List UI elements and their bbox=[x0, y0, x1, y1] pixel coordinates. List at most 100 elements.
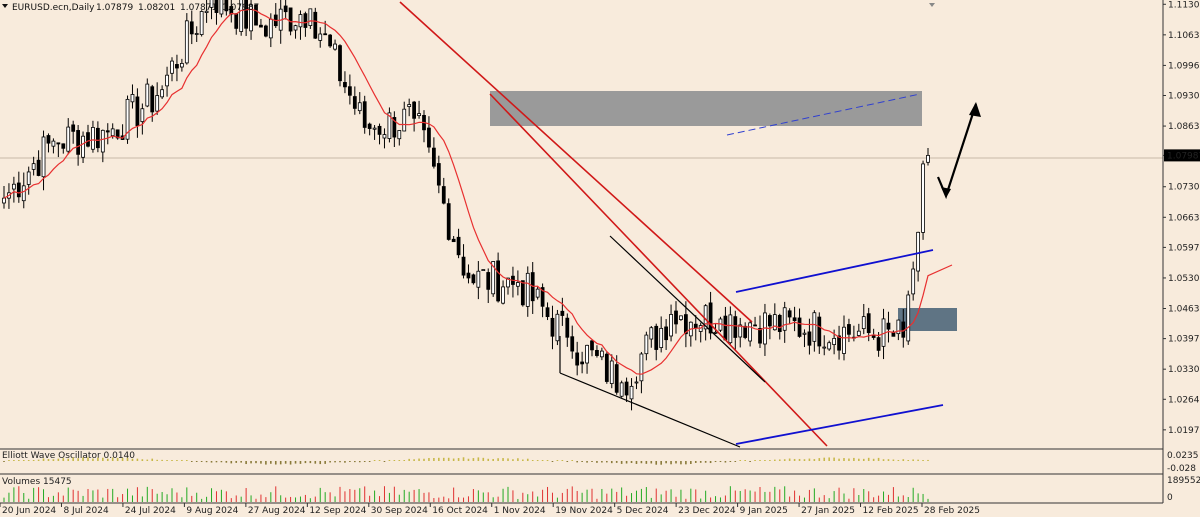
oscillator-bar bbox=[447, 457, 450, 461]
oscillator-bar bbox=[512, 459, 514, 461]
oscillator-bar bbox=[709, 461, 712, 464]
oscillator-bar bbox=[858, 458, 860, 461]
oscillator-bar bbox=[606, 461, 608, 463]
oscillator-bar bbox=[136, 458, 139, 461]
candle-body bbox=[259, 24, 263, 28]
candle-body bbox=[96, 127, 100, 149]
time-tick-label: 9 Jan 2025 bbox=[740, 506, 788, 516]
oscillator-bar bbox=[289, 461, 292, 465]
collapse-triangle-icon[interactable] bbox=[2, 4, 8, 8]
candle-body bbox=[792, 317, 797, 322]
oscillator-bar bbox=[423, 458, 425, 461]
candle-body bbox=[471, 274, 476, 284]
oscillator-bar bbox=[166, 460, 168, 461]
candle-body bbox=[16, 182, 21, 198]
oscillator-bar bbox=[240, 461, 242, 463]
oscillator-bar bbox=[87, 457, 89, 461]
oscillator-bar bbox=[739, 460, 742, 461]
oscillator-bar bbox=[640, 461, 643, 464]
price-tick-label: 1.04630 bbox=[1168, 305, 1200, 315]
oscillator-bar bbox=[798, 458, 801, 461]
oscillator-bar bbox=[260, 461, 262, 464]
oscillator-bar bbox=[200, 461, 203, 462]
candle-body bbox=[451, 238, 456, 243]
oscillator-bar bbox=[279, 461, 282, 465]
candle-body bbox=[175, 64, 179, 69]
oscillator-bar bbox=[808, 458, 811, 461]
oscillator-bar bbox=[270, 461, 272, 464]
oscillator-bar bbox=[828, 457, 830, 461]
oscillator-bar bbox=[838, 458, 840, 461]
candle-body bbox=[254, 4, 258, 26]
oscillator-bar bbox=[398, 460, 401, 461]
candle-body bbox=[219, 0, 224, 15]
candle-body bbox=[293, 25, 298, 31]
candle-body bbox=[431, 147, 436, 167]
candle-body bbox=[639, 353, 644, 382]
oscillator-bar bbox=[853, 457, 855, 461]
volume-tick-high: 189552 bbox=[1167, 476, 1200, 486]
symbol-label: EURUSD.ecn,Daily bbox=[12, 3, 95, 13]
oscillator-bar bbox=[566, 461, 569, 462]
oscillator-bar bbox=[314, 461, 317, 464]
oscillator-bar bbox=[92, 458, 94, 461]
candle-body bbox=[817, 316, 822, 347]
oscillator-bar bbox=[517, 458, 519, 461]
candle-body bbox=[427, 127, 431, 148]
oscillator-bar bbox=[8, 460, 10, 461]
candle-body bbox=[323, 33, 328, 36]
candle-body bbox=[130, 94, 135, 103]
candle-body bbox=[2, 197, 6, 204]
oscillator-bar bbox=[121, 457, 124, 461]
oscillator-bar bbox=[126, 457, 129, 461]
channel-upper-line bbox=[735, 249, 934, 293]
candle-body bbox=[758, 328, 762, 344]
candle-body bbox=[407, 104, 412, 107]
oscillator-bar bbox=[576, 461, 578, 463]
oscillator-bar bbox=[368, 461, 371, 462]
candle-body bbox=[728, 314, 733, 344]
candle-body bbox=[466, 272, 471, 279]
oscillator-bar bbox=[769, 460, 771, 461]
projection-arrow-head-down bbox=[941, 187, 951, 198]
scroll-marker-icon[interactable] bbox=[929, 3, 935, 7]
oscillator-bar bbox=[749, 461, 751, 462]
oscillator-bar bbox=[284, 461, 287, 464]
price-tick-label: 1.05970 bbox=[1168, 243, 1200, 253]
oscillator-bar bbox=[195, 461, 198, 462]
oscillator-bar bbox=[551, 461, 554, 462]
price-tick-label: 1.02640 bbox=[1168, 395, 1200, 405]
candle-body bbox=[387, 112, 392, 139]
candle-body bbox=[318, 33, 323, 41]
oscillator-bar bbox=[882, 459, 885, 461]
candle-body bbox=[516, 282, 520, 287]
oscillator-bar bbox=[620, 461, 623, 464]
time-tick-label: 12 Feb 2025 bbox=[863, 506, 919, 516]
oscillator-bar bbox=[37, 459, 40, 461]
candle-body bbox=[145, 83, 150, 107]
candle-body bbox=[189, 21, 194, 35]
oscillator-bar bbox=[759, 460, 761, 461]
candle-body bbox=[624, 381, 629, 396]
oscillator-bar bbox=[892, 459, 895, 461]
oscillator-bar bbox=[778, 459, 781, 461]
oscillator-bar bbox=[403, 460, 406, 461]
wedge-upper-line bbox=[609, 235, 766, 383]
price-tick-label: 1.06630 bbox=[1168, 213, 1200, 223]
candle-body bbox=[753, 324, 757, 327]
oscillator-label: Elliott Wave Oscillator 0.0140 bbox=[2, 451, 135, 461]
candle-body bbox=[338, 45, 342, 82]
candle-body bbox=[288, 7, 293, 32]
candle-body bbox=[619, 382, 624, 397]
candle-body bbox=[46, 135, 51, 144]
oscillator-bar bbox=[319, 461, 322, 465]
oscillator-bar bbox=[265, 461, 267, 465]
oscillator-bar bbox=[650, 461, 653, 464]
oscillator-bar bbox=[541, 460, 544, 461]
moving-average-line bbox=[3, 8, 953, 375]
candle-body bbox=[347, 86, 352, 96]
oscillator-bar bbox=[161, 459, 163, 461]
candle-body bbox=[802, 332, 807, 335]
candle-body bbox=[268, 18, 273, 39]
